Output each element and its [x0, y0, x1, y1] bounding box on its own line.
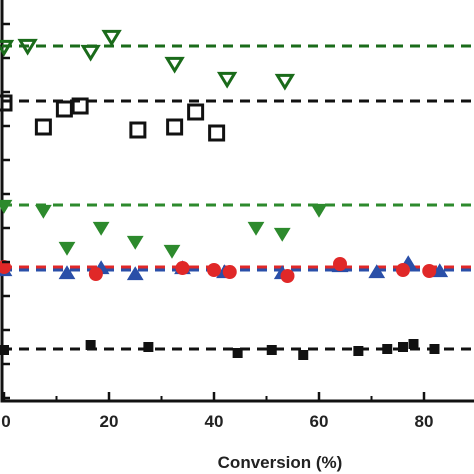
marker-s2-p6	[247, 221, 265, 236]
marker-s4-p7	[396, 263, 410, 277]
marker-s0-p6	[274, 73, 296, 91]
marker-s1-p2	[55, 100, 73, 118]
marker-s2-p8	[310, 203, 328, 218]
reference-lines	[2, 44, 474, 351]
x-tick-label-0: 0	[1, 412, 10, 431]
marker-s3-p1	[58, 265, 76, 280]
marker-s5-p5	[298, 350, 309, 360]
marker-s3-p3	[126, 266, 144, 281]
marker-s4-p5	[280, 269, 295, 283]
x-axis-ticks	[2, 392, 426, 401]
marker-s5-p8	[398, 342, 408, 352]
marker-s2-p2	[58, 241, 76, 256]
marker-s1-p6	[187, 103, 205, 121]
marker-s1-p5	[166, 118, 184, 136]
marker-s4-p1	[88, 267, 103, 281]
y-axis-ticks	[2, 22, 10, 400]
marker-s5-p9	[408, 339, 419, 349]
marker-s2-p3	[92, 221, 110, 236]
marker-s1-p7	[208, 124, 226, 142]
marker-s0-p3	[101, 29, 122, 47]
data-markers	[0, 29, 449, 360]
marker-s4-p4	[222, 265, 237, 279]
x-tick-label-1: 20	[100, 412, 119, 431]
marker-s0-p1	[17, 38, 38, 56]
marker-s0-p4	[164, 56, 185, 74]
marker-s2-p4	[126, 235, 144, 250]
marker-s5-p2	[143, 342, 154, 352]
marker-s5-p6	[353, 346, 364, 356]
marker-s5-p3	[232, 348, 243, 358]
marker-s2-p0	[0, 199, 13, 214]
marker-s1-p1	[34, 118, 52, 136]
marker-s4-p3	[207, 263, 221, 277]
x-tick-label-3: 60	[310, 412, 329, 431]
marker-s2-p5	[163, 244, 181, 259]
marker-s0-p2	[80, 44, 101, 62]
marker-s4-p8	[422, 264, 437, 278]
marker-s2-p1	[34, 204, 52, 219]
marker-s2-p7	[273, 227, 291, 242]
x-axis-title: Conversion (%)	[218, 453, 343, 472]
marker-s3-p8	[368, 264, 386, 279]
marker-s4-p2	[175, 261, 190, 275]
plot-frame	[0, 0, 474, 403]
marker-s5-p0	[0, 345, 9, 355]
marker-s1-p0	[0, 94, 13, 112]
marker-s5-p10	[429, 344, 440, 354]
marker-s4-p6	[333, 257, 347, 271]
marker-s1-p3	[71, 97, 89, 115]
marker-s0-p0	[0, 39, 15, 57]
marker-s5-p7	[382, 344, 393, 354]
x-tick-label-2: 40	[205, 412, 224, 431]
marker-s5-p1	[85, 340, 96, 350]
x-axis-tick-labels: 0 20 40 60 80	[1, 412, 433, 431]
marker-s4-p0	[0, 260, 11, 274]
x-tick-label-4: 80	[415, 412, 434, 431]
marker-s5-p4	[266, 345, 277, 355]
marker-s1-p4	[129, 121, 147, 139]
marker-s0-p5	[216, 71, 238, 89]
